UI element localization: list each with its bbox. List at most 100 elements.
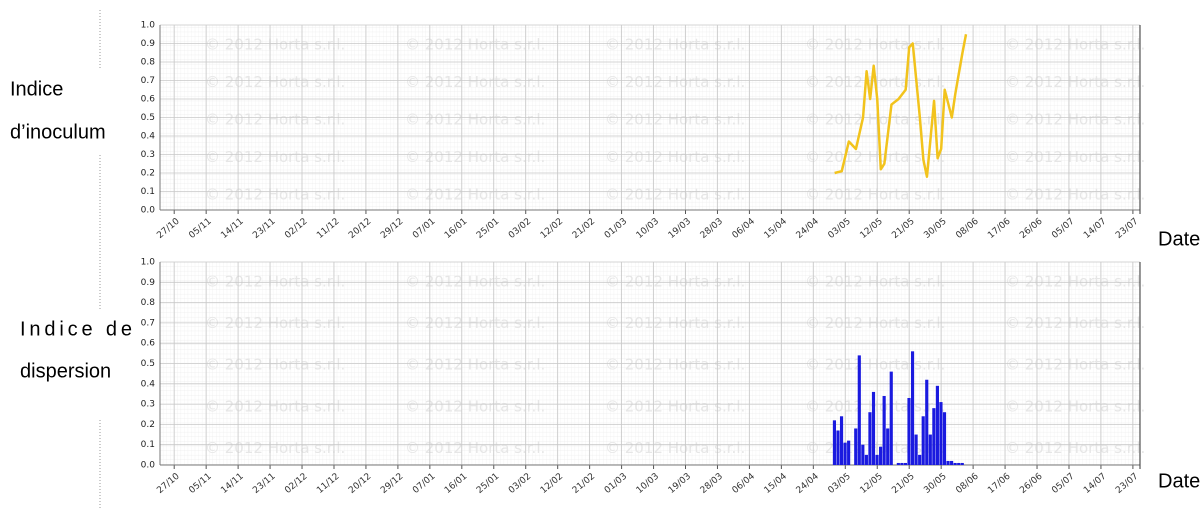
x-tick-label: 02/12 bbox=[283, 217, 309, 241]
bar bbox=[939, 402, 943, 465]
x-tick-label: 12/02 bbox=[539, 472, 565, 496]
y-tick-label: 1.0 bbox=[141, 258, 156, 268]
y-tick-label: 0.6 bbox=[141, 95, 156, 105]
watermark: © 2012 Horta s.r.l. bbox=[605, 148, 745, 166]
x-tick-label: 12/02 bbox=[539, 217, 565, 241]
bar bbox=[932, 408, 936, 465]
x-tick-label: 15/04 bbox=[763, 471, 790, 496]
bar bbox=[836, 430, 840, 465]
watermark: © 2012 Horta s.r.l. bbox=[1005, 397, 1145, 415]
x-tick-label: 25/01 bbox=[475, 217, 501, 241]
y-tick-label: 0.9 bbox=[141, 39, 156, 49]
x-tick-label: 29/12 bbox=[379, 217, 405, 241]
x-tick-label: 26/06 bbox=[1018, 216, 1045, 241]
x-tick-label: 11/12 bbox=[315, 472, 341, 496]
watermark: © 2012 Horta s.r.l. bbox=[805, 148, 945, 166]
x-tick-label: 27/10 bbox=[155, 216, 182, 241]
x-tick-label: 28/03 bbox=[699, 217, 725, 241]
x-tick-label: 23/07 bbox=[1114, 217, 1140, 241]
x-tick-label: 03/05 bbox=[827, 472, 853, 496]
x-tick-label: 05/07 bbox=[1050, 217, 1076, 241]
watermark: © 2012 Horta s.r.l. bbox=[605, 397, 745, 415]
watermark: © 2012 Horta s.r.l. bbox=[405, 36, 545, 54]
y-tick-label: 0.8 bbox=[141, 298, 156, 308]
bar bbox=[861, 444, 865, 465]
x-tick-label: 21/05 bbox=[890, 472, 916, 496]
watermark: © 2012 Horta s.r.l. bbox=[1005, 148, 1145, 166]
watermark: © 2012 Horta s.r.l. bbox=[205, 36, 345, 54]
watermark: © 2012 Horta s.r.l. bbox=[205, 397, 345, 415]
watermark: © 2012 Horta s.r.l. bbox=[205, 73, 345, 91]
x-tick-label: 10/03 bbox=[635, 472, 661, 496]
watermark: © 2012 Horta s.r.l. bbox=[605, 186, 745, 204]
x-tick-label: 17/06 bbox=[986, 471, 1013, 496]
x-tick-label: 06/04 bbox=[731, 471, 758, 496]
x-tick-label: 12/05 bbox=[858, 217, 884, 241]
y-tick-label: 0.7 bbox=[141, 318, 155, 328]
x-tick-label: 20/12 bbox=[347, 217, 373, 241]
watermark: © 2012 Horta s.r.l. bbox=[405, 73, 545, 91]
bar bbox=[864, 454, 868, 465]
x-tick-label: 02/12 bbox=[283, 472, 309, 496]
bar bbox=[960, 462, 964, 465]
bar bbox=[889, 371, 893, 465]
watermark: © 2012 Horta s.r.l. bbox=[805, 273, 945, 291]
y-axis-label: dispersion bbox=[20, 360, 111, 382]
x-tick-label: 26/06 bbox=[1018, 471, 1045, 496]
watermark: © 2012 Horta s.r.l. bbox=[1005, 111, 1145, 129]
watermark: © 2012 Horta s.r.l. bbox=[405, 111, 545, 129]
x-tick-label: 27/10 bbox=[155, 471, 182, 496]
watermark: © 2012 Horta s.r.l. bbox=[605, 356, 745, 374]
x-tick-label: 06/04 bbox=[731, 216, 758, 241]
line bbox=[834, 34, 968, 178]
y-tick-label: 0.1 bbox=[141, 187, 155, 197]
x-tick-label: 15/04 bbox=[763, 216, 790, 241]
bar bbox=[843, 442, 847, 465]
y-tick-label: 0.7 bbox=[141, 76, 155, 86]
x-tick-label: 21/05 bbox=[890, 217, 916, 241]
watermark: © 2012 Horta s.r.l. bbox=[805, 111, 945, 129]
x-tick-label: 14/07 bbox=[1082, 472, 1108, 496]
y-tick-label: 0.5 bbox=[141, 113, 155, 123]
y-tick-label: 0.3 bbox=[141, 400, 155, 410]
watermark: © 2012 Horta s.r.l. bbox=[1005, 273, 1145, 291]
x-tick-label: 21/02 bbox=[571, 472, 597, 496]
x-tick-label: 01/03 bbox=[603, 472, 629, 496]
watermark: © 2012 Horta s.r.l. bbox=[205, 186, 345, 204]
watermark: © 2012 Horta s.r.l. bbox=[805, 356, 945, 374]
bar bbox=[950, 460, 954, 465]
bar bbox=[882, 395, 886, 465]
bar bbox=[942, 412, 947, 465]
bar bbox=[868, 412, 872, 465]
x-tick-label: 28/03 bbox=[699, 472, 725, 496]
watermark: © 2012 Horta s.r.l. bbox=[205, 148, 345, 166]
bar bbox=[918, 454, 922, 465]
bar bbox=[900, 462, 904, 465]
watermark: © 2012 Horta s.r.l. bbox=[605, 439, 745, 457]
x-tick-label: 08/06 bbox=[954, 216, 981, 241]
x-tick-label: 25/01 bbox=[475, 472, 501, 496]
watermark: © 2012 Horta s.r.l. bbox=[605, 73, 745, 91]
x-tick-label: 05/11 bbox=[187, 217, 213, 241]
watermark: © 2012 Horta s.r.l. bbox=[805, 186, 945, 204]
y-tick-label: 0.2 bbox=[141, 169, 155, 179]
bar bbox=[935, 385, 939, 465]
x-tick-label: 11/12 bbox=[315, 217, 341, 241]
y-tick-label: 0.3 bbox=[141, 150, 155, 160]
bar bbox=[928, 434, 932, 465]
x-tick-label: 07/01 bbox=[411, 217, 437, 241]
x-tick-label: 07/01 bbox=[411, 472, 437, 496]
x-tick-label: 03/02 bbox=[507, 217, 533, 241]
x-axis-label: Date bbox=[1158, 470, 1200, 492]
x-tick-label: 16/01 bbox=[443, 217, 469, 241]
bar bbox=[910, 351, 915, 465]
y-tick-label: 0.9 bbox=[141, 278, 156, 288]
watermark: © 2012 Horta s.r.l. bbox=[405, 356, 545, 374]
x-tick-label: 05/07 bbox=[1050, 472, 1076, 496]
x-tick-label: 01/03 bbox=[603, 217, 629, 241]
watermark: © 2012 Horta s.r.l. bbox=[805, 397, 945, 415]
x-tick-label: 14/07 bbox=[1082, 217, 1108, 241]
y-tick-label: 0.5 bbox=[141, 359, 155, 369]
y-tick-label: 0.1 bbox=[141, 440, 155, 450]
